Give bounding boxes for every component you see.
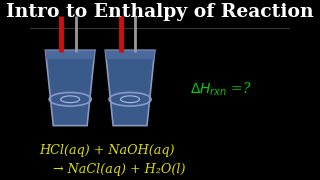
Text: Intro to Enthalpy of Reaction: Intro to Enthalpy of Reaction: [6, 3, 314, 21]
Text: HCl(aq) + NaOH(aq): HCl(aq) + NaOH(aq): [39, 145, 174, 158]
Polygon shape: [105, 50, 155, 59]
Polygon shape: [45, 50, 95, 126]
Text: → NaCl(aq) + H₂O(l): → NaCl(aq) + H₂O(l): [53, 163, 186, 176]
Polygon shape: [45, 50, 95, 59]
Polygon shape: [105, 50, 155, 126]
Text: $\Delta H_{rxn}$ =?: $\Delta H_{rxn}$ =?: [190, 81, 252, 98]
